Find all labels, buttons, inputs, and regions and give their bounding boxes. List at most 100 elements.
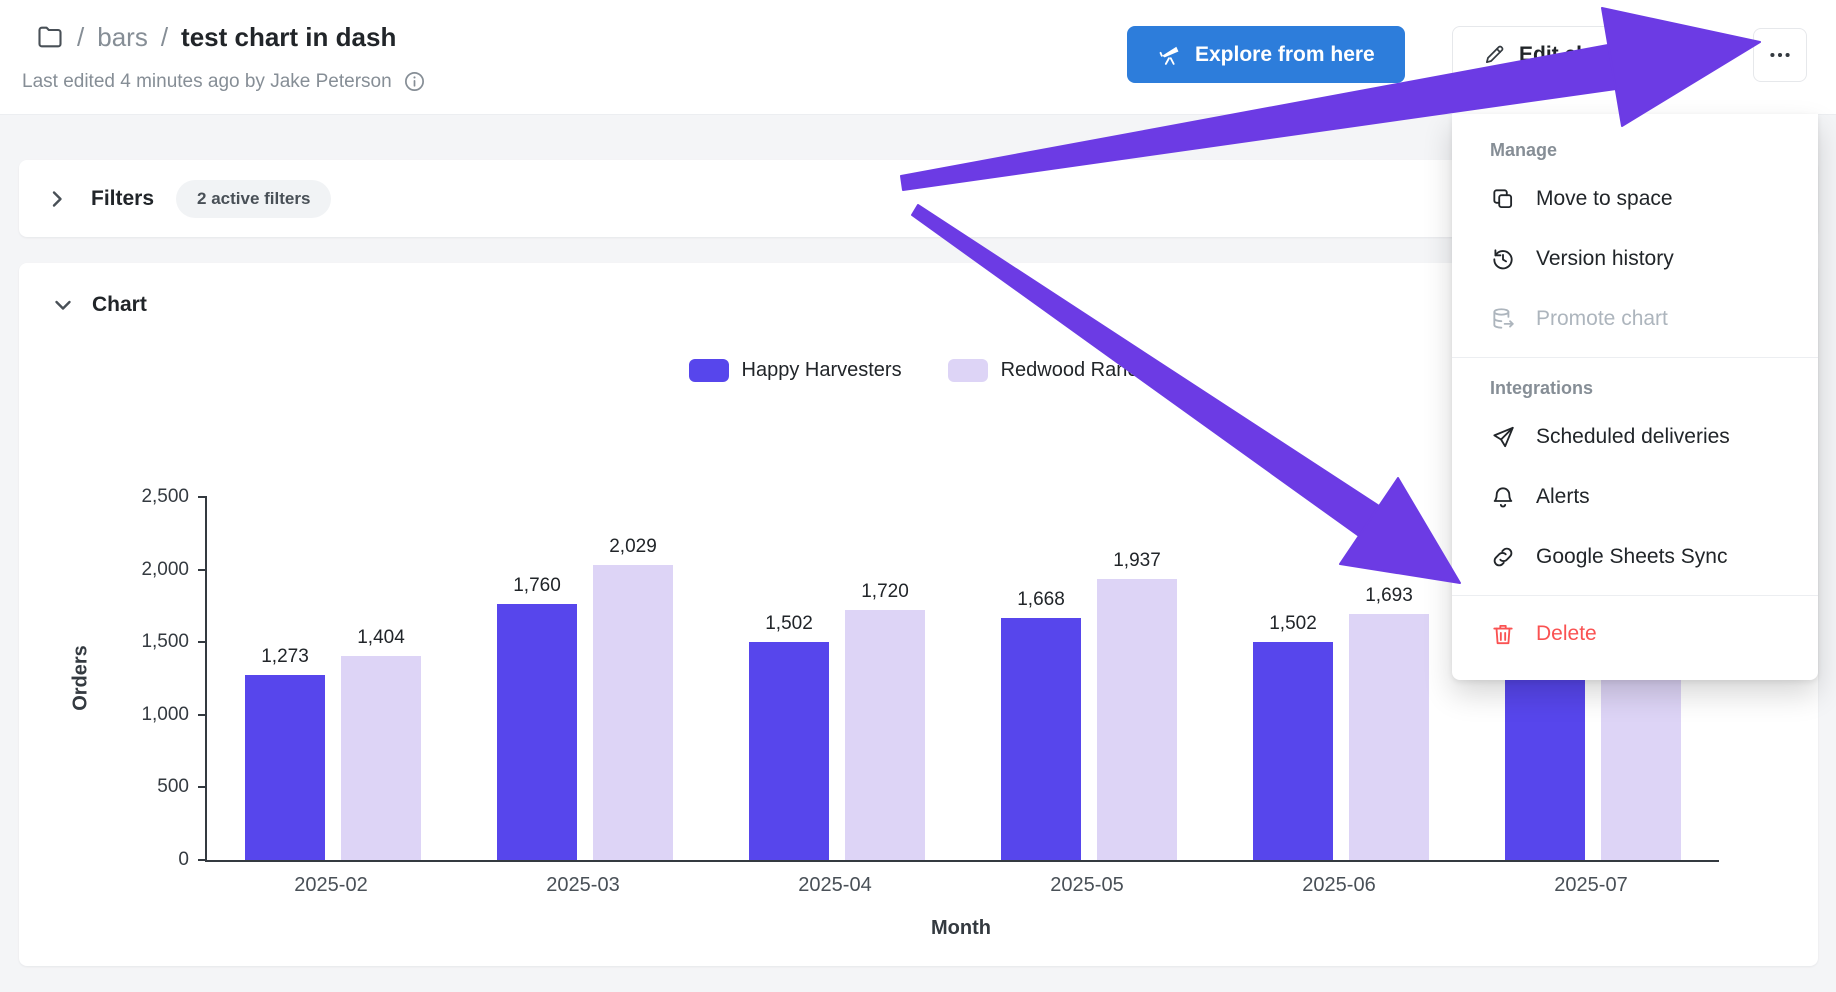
bar-value-label: 1,720 bbox=[861, 581, 909, 602]
bar-redwood-ranch-2025-06[interactable]: 1,693 bbox=[1349, 585, 1429, 860]
pencil-icon bbox=[1483, 43, 1506, 66]
bar-happy-harvesters-2025-04[interactable]: 1,502 bbox=[749, 613, 829, 860]
menu-divider bbox=[1452, 357, 1818, 358]
legend-item-redwood-ranch[interactable]: Redwood Ranch bbox=[947, 359, 1149, 382]
x-tick-label: 2025-05 bbox=[1050, 874, 1124, 896]
x-tick-label: 2025-07 bbox=[1554, 874, 1628, 896]
y-axis-title: Orders bbox=[69, 645, 92, 711]
bar-redwood-ranch-2025-02[interactable]: 1,404 bbox=[341, 627, 421, 860]
x-tick-label: 2025-02 bbox=[294, 874, 368, 896]
bar-chart-plot: 0 500 1,000 1,500 2,000 2,500 1,273 1,404 1,760 2… bbox=[141, 486, 1719, 870]
folder-icon[interactable] bbox=[36, 23, 64, 51]
filters-title: Filters bbox=[91, 186, 155, 210]
y-tick-mark bbox=[198, 786, 207, 789]
y-tick-mark bbox=[198, 641, 207, 644]
telescope-icon bbox=[1157, 42, 1182, 67]
chevron-right-icon[interactable] bbox=[45, 187, 69, 211]
bar-happy-harvesters-2025-06[interactable]: 1,502 bbox=[1253, 613, 1333, 860]
move-to-space-icon bbox=[1490, 186, 1516, 212]
edit-chart-button[interactable]: Edit chart bbox=[1452, 26, 1647, 83]
bar-group-2025-05: 1,668 1,937 bbox=[963, 497, 1215, 860]
menu-item-label: Alerts bbox=[1536, 485, 1590, 508]
menu-item-promote-chart: Promote chart bbox=[1452, 289, 1818, 349]
menu-item-label: Google Sheets Sync bbox=[1536, 545, 1728, 568]
legend-label: Happy Harvesters bbox=[741, 359, 902, 381]
legend-label: Redwood Ranch bbox=[1000, 359, 1149, 381]
x-tick-label: 2025-04 bbox=[798, 874, 872, 896]
explore-from-here-button[interactable]: Explore from here bbox=[1127, 26, 1405, 83]
bar-value-label: 2,029 bbox=[609, 536, 657, 557]
menu-item-google-sheets-sync[interactable]: Google Sheets Sync bbox=[1452, 527, 1818, 587]
version-history-icon bbox=[1490, 246, 1516, 272]
bar-value-label: 1,760 bbox=[513, 575, 561, 596]
legend-swatch bbox=[947, 359, 988, 382]
bar-group-2025-03: 1,760 2,029 bbox=[459, 497, 711, 860]
menu-divider bbox=[1452, 595, 1818, 596]
y-tick-mark bbox=[198, 713, 207, 716]
menu-item-label: Delete bbox=[1536, 622, 1597, 645]
bar-value-label: 1,693 bbox=[1365, 585, 1413, 606]
x-axis-tick-labels: 2025-02 2025-03 2025-04 2025-05 2025-06 2025-… bbox=[205, 874, 1717, 897]
menu-section-label-manage: Manage bbox=[1490, 140, 1558, 160]
chart-section-title: Chart bbox=[92, 293, 147, 316]
last-edited-label: Last edited 4 minutes ago by Jake Peters… bbox=[22, 70, 392, 92]
y-tick-label: 2,000 bbox=[141, 558, 189, 580]
x-axis-title: Month bbox=[931, 917, 991, 939]
bar-happy-harvesters-2025-07[interactable] bbox=[1505, 649, 1585, 860]
y-tick-label: 0 bbox=[178, 849, 189, 870]
bar-value-label: 1,668 bbox=[1017, 589, 1065, 610]
explore-button-label: Explore from here bbox=[1195, 42, 1375, 66]
breadcrumb-separator: / bbox=[160, 22, 169, 52]
active-filters-badge: 2 active filters bbox=[176, 179, 332, 218]
y-tick-label: 1,500 bbox=[141, 631, 189, 653]
bar-group-2025-04: 1,502 1,720 bbox=[711, 497, 963, 860]
link-icon bbox=[1490, 544, 1516, 570]
menu-item-label: Promote chart bbox=[1536, 307, 1668, 330]
breadcrumb-folder-link[interactable]: bars bbox=[97, 22, 148, 52]
send-icon bbox=[1490, 424, 1516, 450]
promote-chart-icon bbox=[1490, 306, 1516, 332]
bar-redwood-ranch-2025-04[interactable]: 1,720 bbox=[845, 581, 925, 860]
bar-value-label: 1,273 bbox=[261, 646, 309, 667]
bar-group-2025-06: 1,502 1,693 bbox=[1215, 497, 1467, 860]
bell-icon bbox=[1490, 484, 1516, 510]
bar-happy-harvesters-2025-03[interactable]: 1,760 bbox=[497, 575, 577, 860]
bar-value-label: 1,502 bbox=[765, 613, 813, 634]
bar-happy-harvesters-2025-05[interactable]: 1,668 bbox=[1001, 589, 1081, 860]
breadcrumb-separator: / bbox=[77, 22, 85, 52]
menu-item-delete[interactable]: Delete bbox=[1452, 604, 1818, 664]
breadcrumb: / bars / test chart in dash bbox=[36, 20, 396, 54]
bar-redwood-ranch-2025-05[interactable]: 1,937 bbox=[1097, 550, 1177, 860]
y-tick-label: 1,000 bbox=[141, 703, 189, 725]
legend-item-happy-harvesters[interactable]: Happy Harvesters bbox=[688, 359, 902, 382]
edit-button-label: Edit chart bbox=[1519, 42, 1616, 66]
last-edited-text: Last edited 4 minutes ago by Jake Peters… bbox=[22, 70, 426, 93]
menu-item-scheduled-deliveries[interactable]: Scheduled deliveries bbox=[1452, 407, 1818, 467]
menu-item-label: Move to space bbox=[1536, 187, 1673, 210]
chevron-down-icon[interactable] bbox=[51, 293, 75, 317]
menu-section-label-integrations: Integrations bbox=[1490, 378, 1594, 398]
y-tick-mark bbox=[198, 568, 207, 571]
menu-item-version-history[interactable]: Version history bbox=[1452, 229, 1818, 289]
page-header: / bars / test chart in dash Last edited … bbox=[0, 0, 1836, 115]
x-tick-label: 2025-03 bbox=[546, 874, 620, 896]
bar-group-2025-07 bbox=[1467, 497, 1719, 860]
more-options-button[interactable] bbox=[1753, 28, 1807, 82]
chart-options-menu: Manage Move to space Version history Promot… bbox=[1452, 114, 1818, 680]
y-tick-mark bbox=[198, 859, 207, 861]
page-title: test chart in dash bbox=[181, 22, 397, 52]
menu-item-move-to-space[interactable]: Move to space bbox=[1452, 169, 1818, 229]
bar-redwood-ranch-2025-03[interactable]: 2,029 bbox=[593, 536, 673, 860]
y-tick-label: 500 bbox=[157, 776, 189, 798]
menu-item-alerts[interactable]: Alerts bbox=[1452, 467, 1818, 527]
bar-happy-harvesters-2025-02[interactable]: 1,273 bbox=[245, 646, 325, 860]
menu-item-label: Scheduled deliveries bbox=[1536, 425, 1730, 448]
y-tick-label: 2,500 bbox=[141, 486, 189, 507]
bar-value-label: 1,937 bbox=[1113, 550, 1161, 571]
info-icon[interactable] bbox=[403, 70, 426, 93]
bar-value-label: 1,404 bbox=[357, 627, 405, 648]
legend-swatch bbox=[688, 359, 729, 382]
y-tick-mark bbox=[198, 496, 207, 498]
chart-section-header: Chart bbox=[51, 293, 147, 317]
